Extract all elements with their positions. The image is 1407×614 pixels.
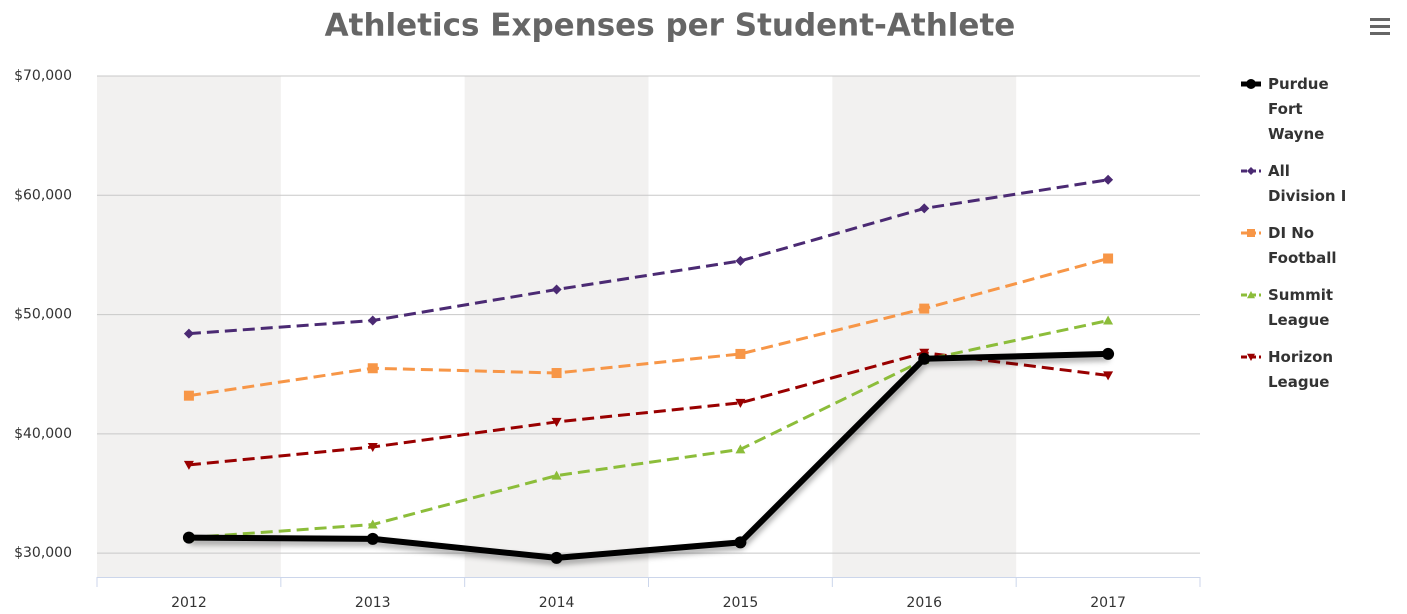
marker [1103, 371, 1114, 381]
marker [1247, 167, 1255, 175]
menu-button[interactable] [1364, 14, 1396, 42]
marker [366, 532, 379, 545]
marker [183, 390, 194, 401]
y-tick-label: $60,000 [14, 187, 72, 203]
legend-label: DI No Football [1268, 224, 1337, 267]
legend-item[interactable]: Summit League [1240, 283, 1400, 333]
marker [183, 328, 194, 339]
chart-title: Athletics Expenses per Student-Athlete [325, 8, 1016, 44]
marker [918, 352, 931, 365]
legend-item[interactable]: DI No Football [1240, 221, 1400, 271]
marker [919, 203, 930, 214]
series-line [188, 319, 1109, 540]
legend-item[interactable]: All Division I [1240, 159, 1400, 209]
marker [183, 460, 194, 470]
series-line [188, 257, 1109, 398]
x-tick-label: 2012 [171, 595, 207, 611]
y-tick-label: $40,000 [14, 426, 72, 442]
y-tick-label: $50,000 [14, 307, 72, 323]
marker [1103, 174, 1114, 185]
x-tick-label: 2015 [723, 595, 759, 611]
y-tick-label: $30,000 [14, 545, 72, 561]
legend-label: Summit League [1268, 286, 1334, 329]
x-tick-label: 2017 [1090, 595, 1126, 611]
series-line [188, 350, 1109, 561]
marker [367, 519, 378, 529]
x-tick-label: 2016 [906, 595, 942, 611]
legend-symbol [1241, 229, 1261, 237]
x-tick-label: 2013 [355, 595, 391, 611]
legend-item[interactable]: Horizon League [1240, 345, 1400, 395]
marker [1103, 253, 1114, 264]
marker [367, 315, 378, 326]
x-tick-label: 2014 [539, 595, 575, 611]
marker [1103, 315, 1114, 325]
marker [1247, 291, 1255, 299]
marker [1247, 229, 1255, 237]
marker [367, 363, 378, 374]
marker [551, 368, 562, 379]
legend-symbol [1241, 167, 1261, 175]
legend-label: Purdue Fort Wayne [1268, 75, 1329, 143]
marker [551, 417, 562, 427]
legend-symbol [1241, 353, 1261, 361]
plot-band [97, 76, 281, 577]
marker [735, 348, 746, 359]
plot-band [832, 76, 1017, 577]
marker [551, 470, 562, 480]
marker [550, 551, 563, 564]
legend: Purdue Fort Wayne All Division I DI No Foo… [1240, 72, 1400, 407]
plot-band [464, 76, 649, 577]
marker [1246, 79, 1256, 89]
marker [1102, 347, 1115, 360]
legend-symbol [1241, 291, 1261, 299]
marker [1247, 353, 1255, 361]
legend-symbol [1241, 79, 1261, 89]
marker [367, 442, 378, 452]
legend-item[interactable]: Purdue Fort Wayne [1240, 72, 1400, 147]
marker [735, 444, 746, 454]
marker [735, 255, 746, 266]
legend-label: Horizon League [1268, 348, 1334, 391]
marker [919, 303, 930, 314]
series-line [188, 178, 1109, 336]
y-tick-label: $70,000 [14, 68, 72, 84]
marker [735, 398, 746, 408]
menu-bar [1370, 25, 1390, 28]
marker [182, 531, 195, 544]
marker [734, 536, 747, 549]
marker [551, 284, 562, 295]
legend-label: All Division I [1268, 162, 1347, 205]
menu-bar [1370, 18, 1390, 21]
menu-bar [1370, 32, 1390, 35]
